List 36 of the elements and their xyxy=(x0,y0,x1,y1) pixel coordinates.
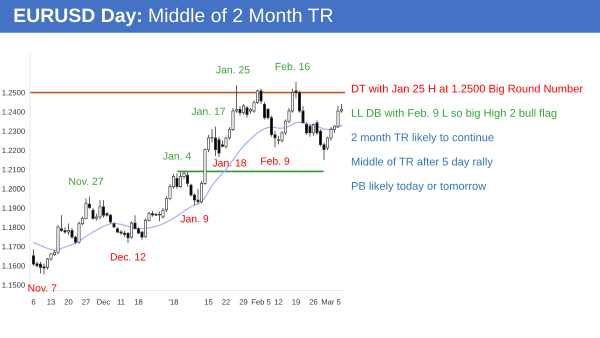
annotation: Nov. 27 xyxy=(69,178,104,186)
candlestick xyxy=(259,88,263,105)
candlestick xyxy=(308,124,312,138)
chart-title: EURUSD Day: Middle of 2 Month TR xyxy=(14,8,333,26)
candlestick xyxy=(245,106,249,118)
text: DT with Jan 25 H at 1.2500 Big Round Number xyxy=(352,84,583,95)
text: LL DB with Feb. 9 L so big High 2 bull flag xyxy=(352,108,556,120)
candlestick xyxy=(91,208,95,220)
text: Middle of TR after 5 day rally xyxy=(352,157,493,168)
candlestick xyxy=(108,213,112,224)
annotation: Feb. 16 xyxy=(276,62,310,70)
candlestick xyxy=(262,102,266,120)
annotation: Jan. 18 xyxy=(212,159,246,167)
candlestick xyxy=(66,222,70,236)
candlestick xyxy=(32,249,36,266)
annotation: Jan. 9 xyxy=(180,215,208,222)
candlestick xyxy=(130,221,134,240)
annotation: Dec. 12 xyxy=(110,253,146,261)
candlestick xyxy=(336,106,340,129)
candlestick xyxy=(276,135,280,145)
annotation: Feb. 9 xyxy=(261,157,290,165)
candlestick xyxy=(312,122,316,136)
annotation: Nov. 7 xyxy=(28,284,56,292)
annotation: Jan. 25 xyxy=(216,66,250,74)
candlestick xyxy=(242,104,246,116)
candlestick xyxy=(38,261,42,274)
annotation: Jan. 4 xyxy=(162,152,191,160)
text: PB likely today or tomorrow xyxy=(352,182,486,192)
text: 2 month TR likely to continue xyxy=(352,133,494,144)
candlestick xyxy=(158,211,162,222)
annotation: Jan. 17 xyxy=(192,108,226,116)
candlestick xyxy=(175,172,179,190)
candlestick xyxy=(98,200,102,220)
candlestick xyxy=(178,172,182,188)
candlestick xyxy=(214,126,218,156)
candlestick xyxy=(102,200,106,218)
